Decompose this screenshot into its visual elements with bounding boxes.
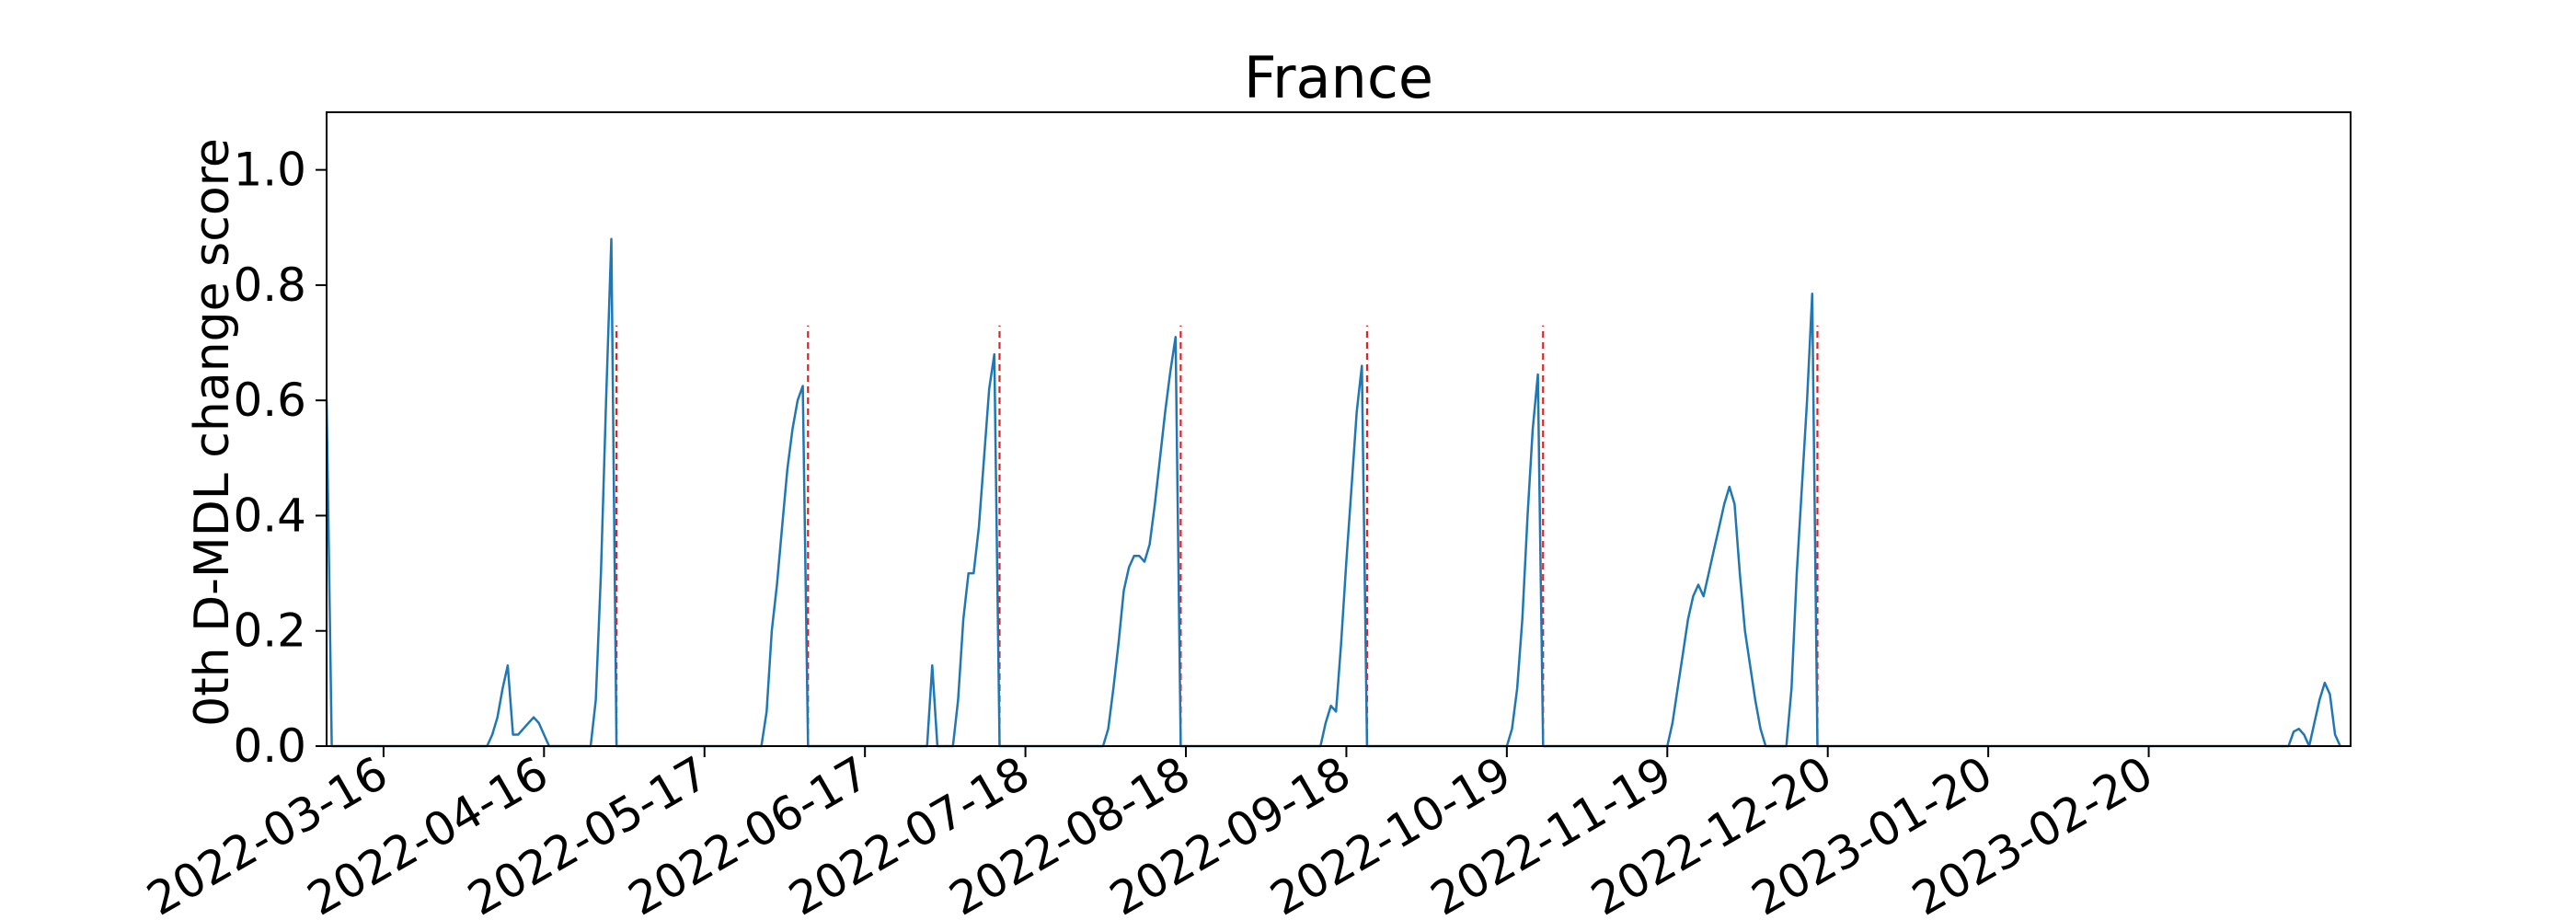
chart-title: France bbox=[1244, 44, 1433, 111]
y-axis-label: 0th D-MDL change score bbox=[185, 138, 240, 727]
series-line-1 bbox=[325, 237, 2341, 748]
plot-area bbox=[325, 237, 2341, 748]
y-tick-label: 1.0 bbox=[233, 144, 306, 197]
plot-frame bbox=[326, 111, 2352, 747]
y-tick-label: 0.8 bbox=[233, 259, 306, 312]
y-tick-label: 0.4 bbox=[233, 489, 306, 542]
y-tick-label: 0.6 bbox=[233, 374, 306, 427]
y-tick-label: 0.2 bbox=[233, 604, 306, 658]
y-tick-label: 0.0 bbox=[233, 719, 306, 773]
y-axis: 0.0 0.2 0.4 0.6 0.8 1.0 bbox=[233, 144, 327, 773]
x-axis: 2022-03-162022-04-162022-05-172022-06-17… bbox=[138, 746, 2162, 920]
